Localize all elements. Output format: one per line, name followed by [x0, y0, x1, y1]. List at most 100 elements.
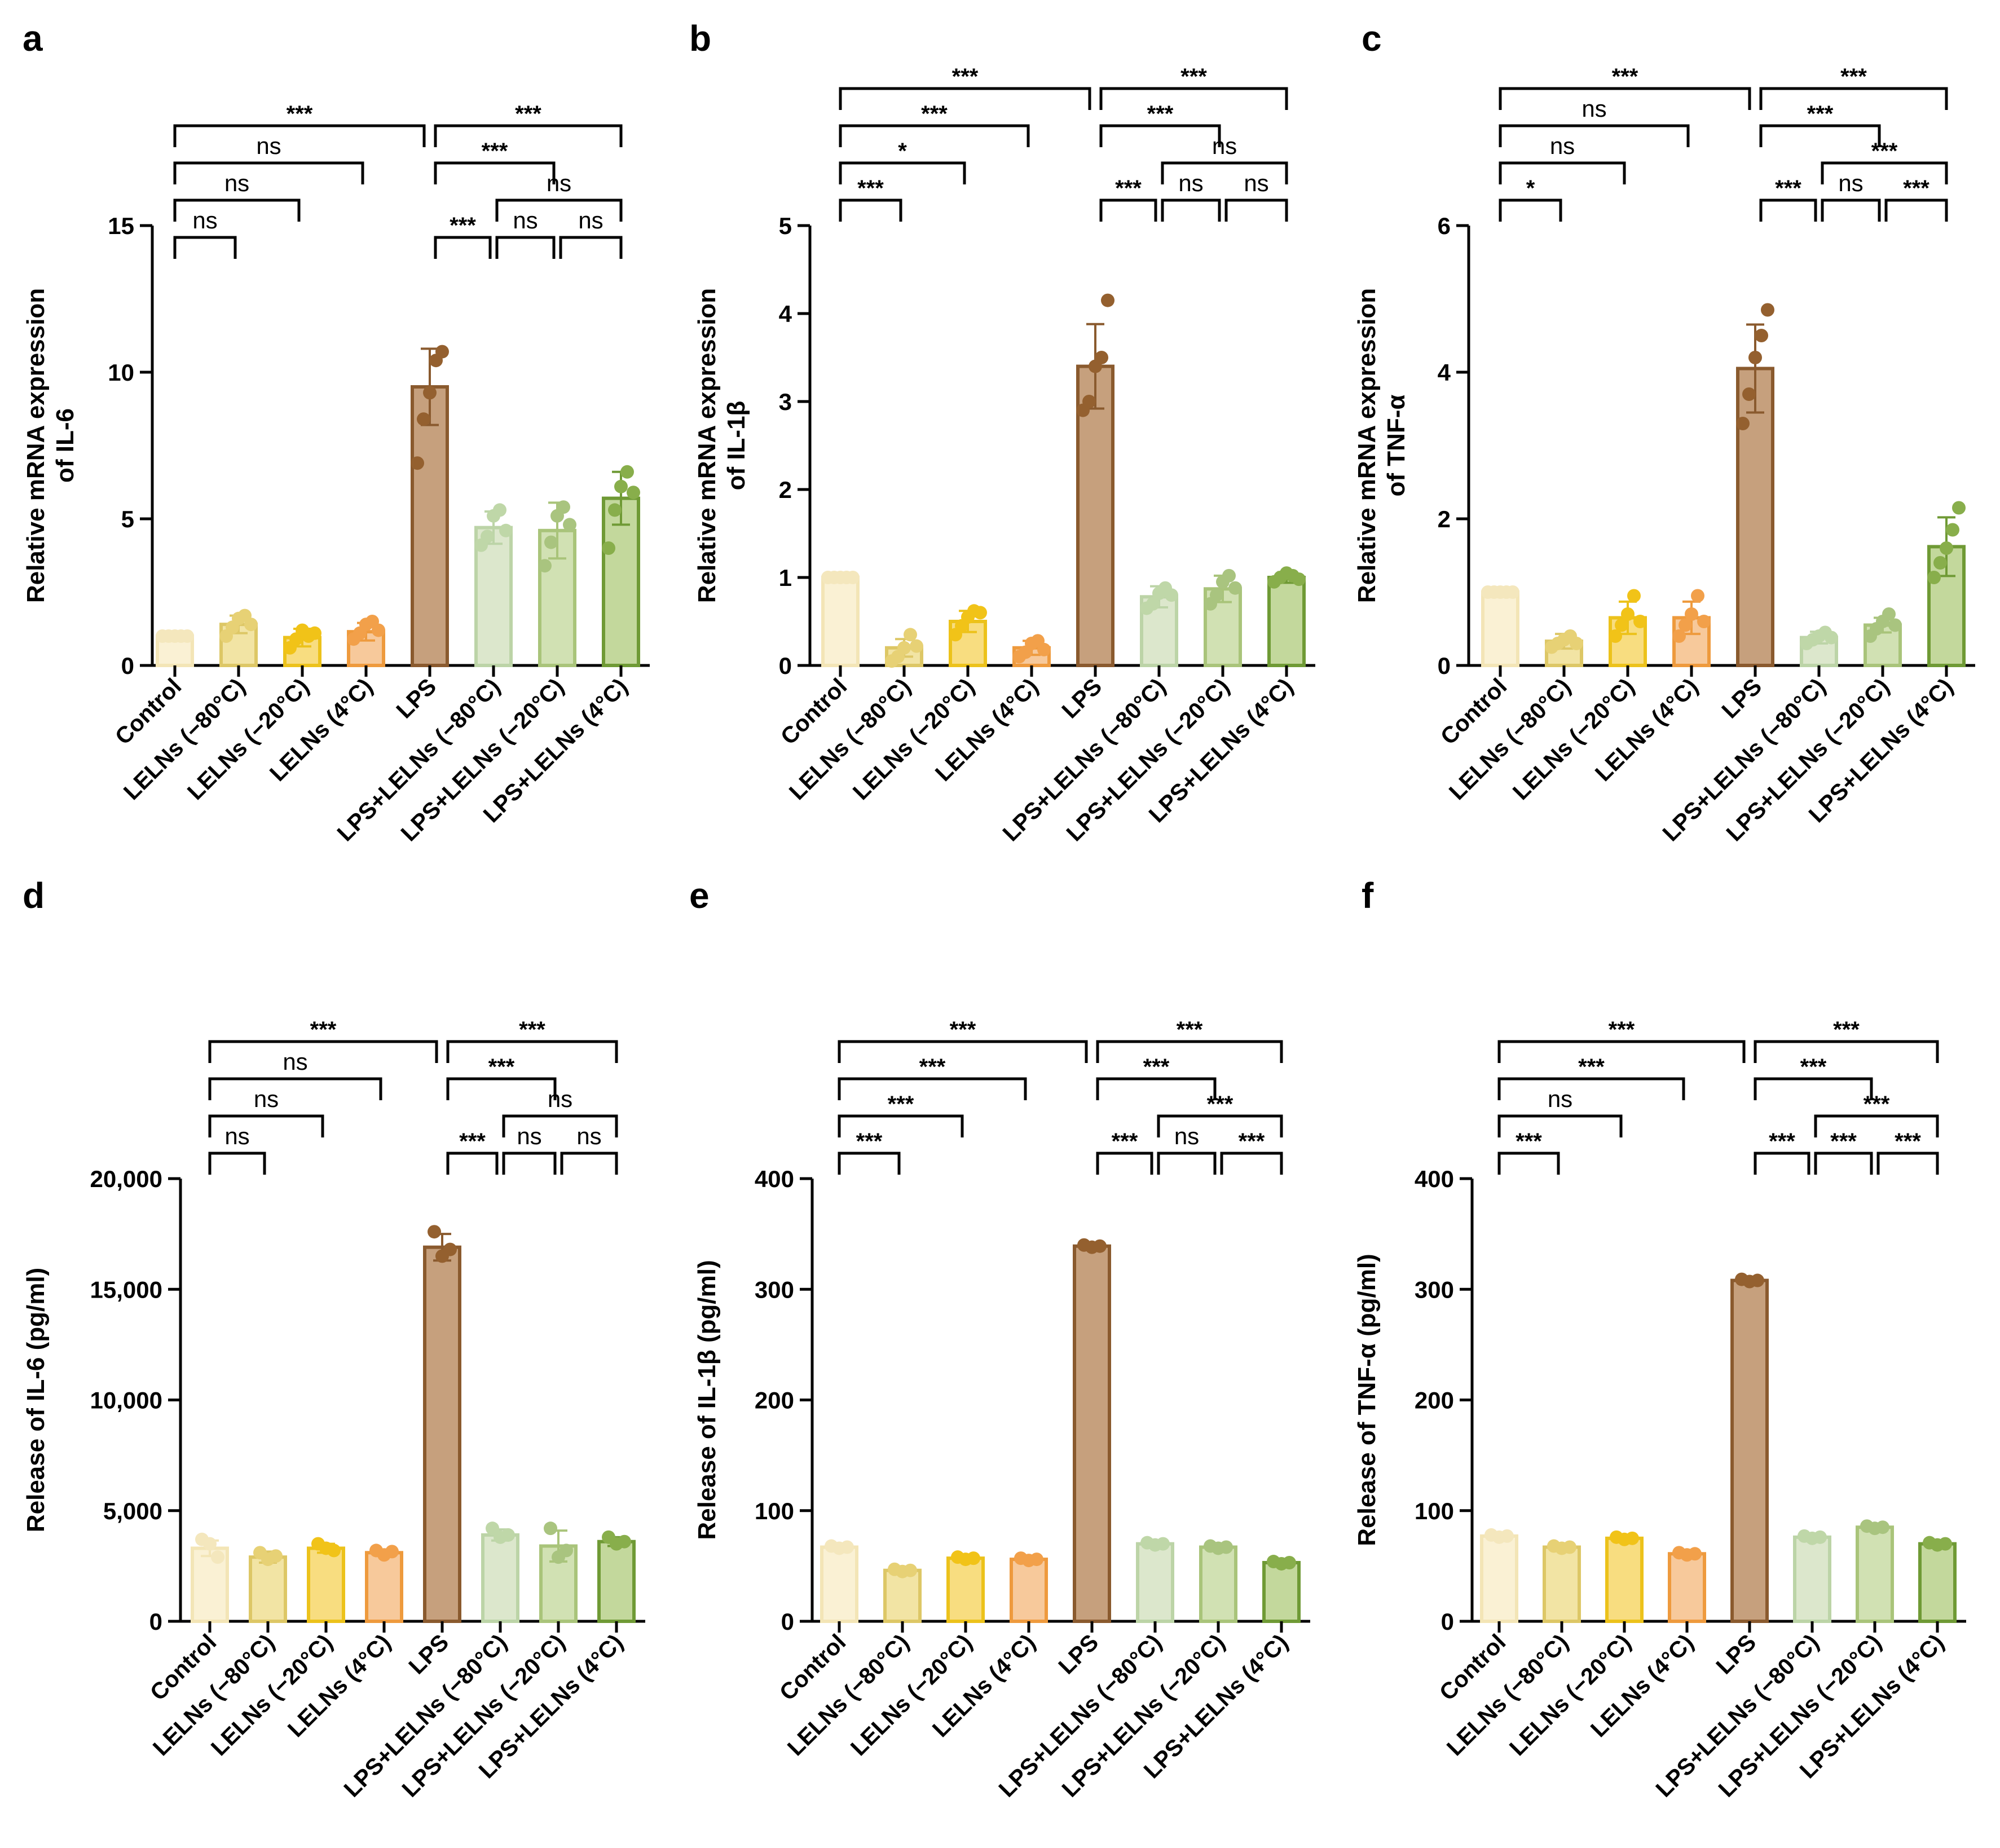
- data-point: [1940, 541, 1953, 555]
- significance-bracket: [1497, 1040, 1746, 1063]
- data-point: [910, 639, 923, 653]
- significance-bracket: [446, 1152, 499, 1175]
- y-tick-label: 3: [779, 389, 792, 415]
- data-point: [327, 1543, 341, 1558]
- data-point: [967, 1551, 980, 1565]
- significance-label: *: [1526, 176, 1535, 201]
- y-axis-label: Release of IL-1β (pg/ml): [693, 1260, 721, 1540]
- significance-bracket: [838, 1040, 1088, 1063]
- data-point: [417, 412, 430, 426]
- data-point: [1563, 1540, 1576, 1554]
- panel-letter: e: [689, 875, 710, 916]
- y-tick-label: 300: [1415, 1276, 1454, 1303]
- data-point: [627, 486, 640, 500]
- significance-label: ns: [1838, 170, 1863, 196]
- bar: [1793, 1535, 1831, 1624]
- data-point: [1633, 615, 1647, 628]
- significance-bracket: [1814, 1152, 1873, 1175]
- y-axis-label: of IL-1β: [723, 401, 750, 491]
- data-point: [1219, 1540, 1233, 1554]
- significance-label: ns: [517, 1123, 541, 1149]
- significance-bracket: [502, 1114, 618, 1137]
- significance-label: ns: [576, 1123, 601, 1149]
- data-point: [372, 623, 385, 637]
- significance-label: ns: [192, 207, 217, 233]
- data-point: [1093, 1239, 1107, 1253]
- y-tick-label: 0: [121, 652, 134, 679]
- significance-label: ***: [952, 64, 979, 89]
- significance-bracket: [1157, 1114, 1283, 1137]
- significance-bracket: [495, 236, 556, 259]
- data-point: [602, 541, 615, 555]
- bar: [1010, 1558, 1048, 1624]
- significance-bracket: [1161, 199, 1221, 222]
- significance-bracket: [208, 1152, 266, 1175]
- panel-letter: d: [23, 875, 45, 916]
- data-point: [1506, 585, 1519, 599]
- y-tick-label: 100: [1415, 1498, 1454, 1524]
- y-tick-label: 300: [755, 1276, 794, 1303]
- bar: [1199, 1545, 1237, 1623]
- data-point: [608, 503, 622, 517]
- significance-label: ns: [1212, 133, 1237, 159]
- data-point: [1672, 629, 1686, 643]
- significance-bracket: [1499, 87, 1751, 110]
- significance-bracket: [1754, 1077, 1873, 1100]
- data-point: [1751, 1273, 1764, 1287]
- significance-bracket: [1099, 199, 1157, 222]
- data-point: [846, 571, 860, 584]
- bar: [1480, 1534, 1518, 1623]
- significance-label: ***: [310, 1017, 337, 1042]
- significance-label: ***: [1239, 1129, 1265, 1154]
- significance-label: ***: [1516, 1129, 1542, 1154]
- significance-bracket: [173, 199, 301, 222]
- significance-bracket: [1821, 161, 1948, 184]
- significance-label: ***: [888, 1092, 914, 1117]
- significance-label: ***: [482, 139, 508, 164]
- data-point: [1876, 1520, 1889, 1534]
- data-point: [1813, 1530, 1827, 1544]
- data-point: [435, 345, 449, 359]
- data-point: [1101, 293, 1114, 307]
- significance-label: ***: [1180, 64, 1207, 89]
- y-tick-label: 400: [1415, 1166, 1454, 1192]
- significance-bracket: [1161, 161, 1288, 184]
- significance-bracket: [208, 1040, 438, 1063]
- y-axis-label: Relative mRNA expression: [693, 288, 721, 603]
- bar: [1267, 576, 1306, 667]
- significance-label: ***: [450, 213, 476, 238]
- bar: [1543, 1545, 1581, 1623]
- data-point: [499, 523, 513, 537]
- data-point: [423, 386, 437, 400]
- data-point: [1939, 1537, 1952, 1551]
- y-tick-label: 6: [1438, 213, 1451, 239]
- significance-label: ***: [1147, 102, 1174, 126]
- significance-label: ***: [1578, 1055, 1605, 1079]
- significance-bracket: [1754, 1040, 1939, 1063]
- data-point: [486, 1521, 499, 1536]
- y-tick-label: 4: [779, 301, 792, 327]
- data-point: [538, 559, 552, 573]
- bar: [1262, 1560, 1301, 1624]
- data-point: [269, 1549, 283, 1563]
- data-point: [1210, 588, 1223, 602]
- significance-label: ns: [1582, 95, 1606, 122]
- bar: [1918, 1542, 1957, 1623]
- bar: [307, 1546, 345, 1624]
- significance-label: ***: [1775, 176, 1801, 201]
- significance-bracket: [502, 1152, 557, 1175]
- bar: [1136, 1542, 1174, 1623]
- significance-label: ***: [1207, 1092, 1234, 1117]
- data-point: [1627, 589, 1641, 603]
- significance-label: ***: [287, 102, 313, 126]
- significance-label: ns: [1548, 1086, 1572, 1112]
- data-point: [1625, 1531, 1639, 1545]
- significance-label: ***: [488, 1055, 515, 1079]
- significance-bracket: [1099, 124, 1221, 147]
- significance-label: ns: [513, 207, 538, 233]
- significance-label: ***: [950, 1017, 976, 1042]
- significance-bracket: [1499, 124, 1690, 147]
- data-point: [1952, 501, 1966, 515]
- data-point: [620, 465, 634, 479]
- significance-label: ***: [1800, 1055, 1827, 1079]
